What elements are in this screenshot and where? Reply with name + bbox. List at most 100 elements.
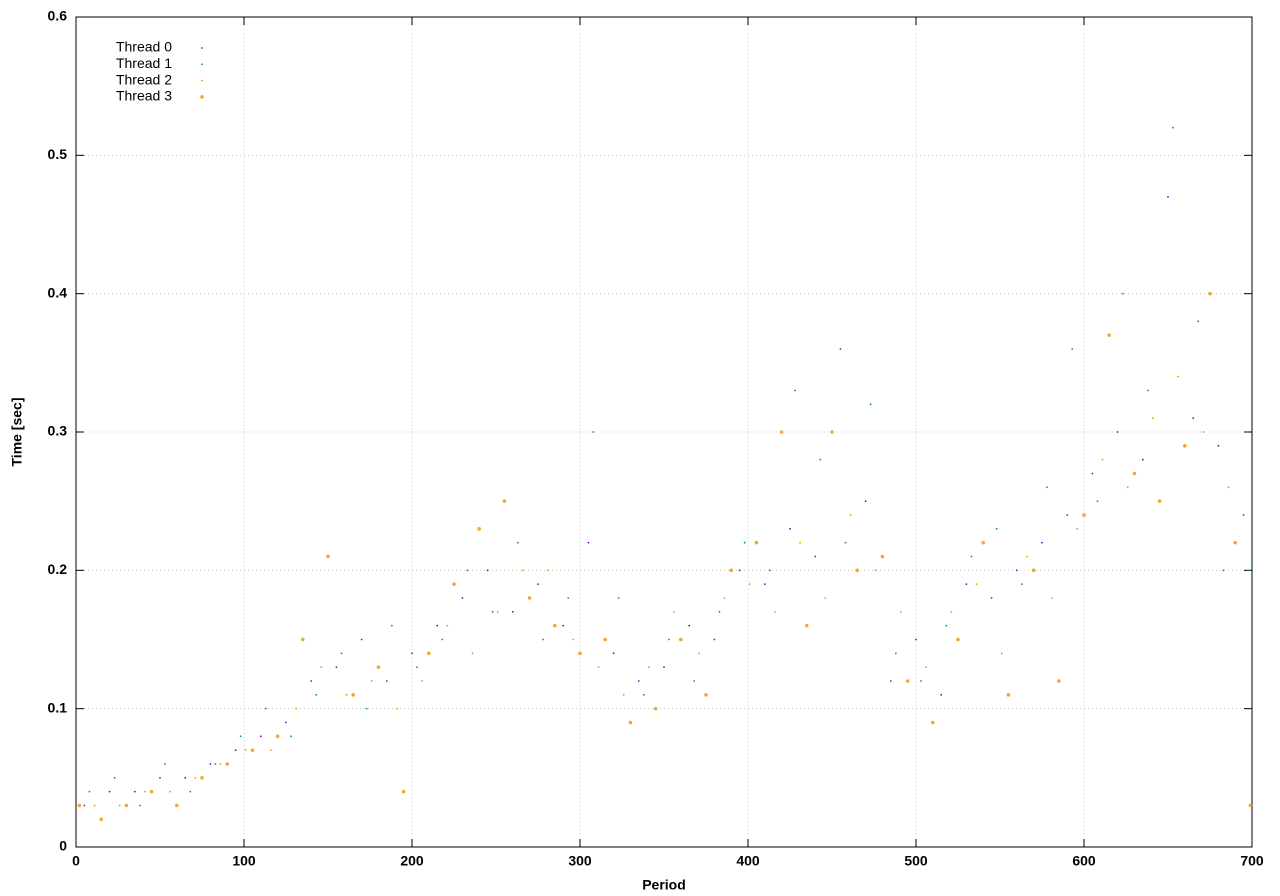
- legend-marker: [201, 63, 203, 66]
- data-point: [1082, 513, 1086, 517]
- data-point: [113, 776, 116, 779]
- data-point: [874, 569, 877, 572]
- data-point: [401, 789, 406, 794]
- data-point: [920, 680, 922, 682]
- data-point: [461, 597, 464, 599]
- data-point: [1051, 597, 1053, 599]
- data-point: [990, 597, 993, 599]
- data-point: [1006, 693, 1011, 697]
- data-point: [315, 693, 318, 696]
- plot-frame: [75, 16, 1253, 848]
- data-point: [1233, 540, 1237, 545]
- data-point: [1071, 348, 1074, 350]
- data-point: [653, 706, 658, 711]
- data-point: [219, 763, 222, 765]
- data-point: [773, 610, 776, 613]
- data-point: [269, 749, 272, 752]
- data-point: [1046, 486, 1048, 489]
- data-point: [779, 430, 784, 434]
- data-point: [713, 638, 716, 641]
- data-point: [99, 817, 103, 822]
- data-point: [1057, 679, 1061, 683]
- data-point: [663, 666, 665, 669]
- data-point: [1020, 583, 1023, 586]
- legend-label: Thread 3: [116, 88, 172, 104]
- data-point: [768, 569, 771, 572]
- data-point: [1096, 500, 1099, 503]
- data-point: [704, 693, 708, 697]
- data-point: [592, 431, 595, 433]
- data-point: [159, 776, 161, 779]
- data-point: [1151, 417, 1154, 420]
- data-point: [486, 569, 489, 572]
- data-point: [819, 458, 822, 461]
- x-tick-label: 200: [400, 853, 424, 869]
- data-point: [1247, 569, 1250, 572]
- data-point: [915, 638, 917, 641]
- data-point: [805, 623, 809, 628]
- data-point: [1132, 471, 1137, 476]
- data-point: [693, 680, 696, 682]
- legend-label: Thread 0: [116, 39, 172, 55]
- data-point: [521, 569, 524, 572]
- data-point: [441, 638, 444, 641]
- data-point: [477, 527, 482, 531]
- y-axis-label: Time [sec]: [9, 398, 25, 467]
- data-point: [376, 665, 381, 669]
- data-point: [77, 803, 82, 808]
- data-point: [889, 680, 892, 682]
- data-point: [225, 762, 229, 766]
- data-point: [794, 389, 796, 392]
- data-point: [597, 666, 600, 669]
- data-point: [698, 652, 701, 655]
- y-tick-label: 0.6: [48, 8, 68, 24]
- data-point: [1141, 458, 1144, 461]
- data-point: [149, 789, 154, 794]
- data-point: [83, 804, 86, 807]
- x-tick-label: 700: [1240, 853, 1264, 869]
- data-point: [310, 680, 313, 682]
- data-point: [175, 803, 179, 808]
- data-point: [1197, 320, 1200, 323]
- data-point: [345, 693, 348, 696]
- data-point: [189, 790, 192, 793]
- x-tick-label: 400: [736, 853, 760, 869]
- data-point: [295, 707, 297, 710]
- data-point: [360, 638, 363, 641]
- data-point: [436, 624, 439, 627]
- data-point: [945, 624, 948, 627]
- data-point: [729, 568, 733, 573]
- data-point: [1031, 568, 1036, 573]
- data-point: [320, 666, 323, 669]
- data-point: [239, 735, 242, 738]
- data-point: [864, 500, 867, 503]
- data-point: [738, 569, 741, 572]
- data-point: [1000, 652, 1003, 655]
- data-point: [668, 638, 670, 641]
- data-point: [88, 790, 91, 793]
- data-point: [562, 624, 565, 627]
- data-point: [194, 776, 197, 779]
- data-point: [1183, 444, 1187, 448]
- legend-label: Thread 1: [116, 55, 172, 71]
- data-point: [496, 610, 499, 613]
- data-point: [1227, 486, 1230, 489]
- data-point: [452, 582, 456, 586]
- data-point: [275, 734, 280, 739]
- data-point: [124, 803, 129, 808]
- data-point: [421, 680, 423, 682]
- data-point: [995, 527, 998, 530]
- data-point: [830, 430, 834, 434]
- y-tick-label: 0.2: [48, 561, 68, 577]
- data-point: [326, 554, 330, 559]
- data-point: [970, 555, 973, 558]
- data-point: [395, 707, 398, 710]
- data-point: [849, 514, 852, 516]
- data-point: [1025, 555, 1028, 558]
- y-tick-label: 0.1: [48, 699, 68, 715]
- data-point: [1116, 431, 1119, 433]
- data-point: [880, 554, 885, 559]
- x-tick-label: 100: [232, 853, 256, 869]
- data-point: [511, 610, 514, 613]
